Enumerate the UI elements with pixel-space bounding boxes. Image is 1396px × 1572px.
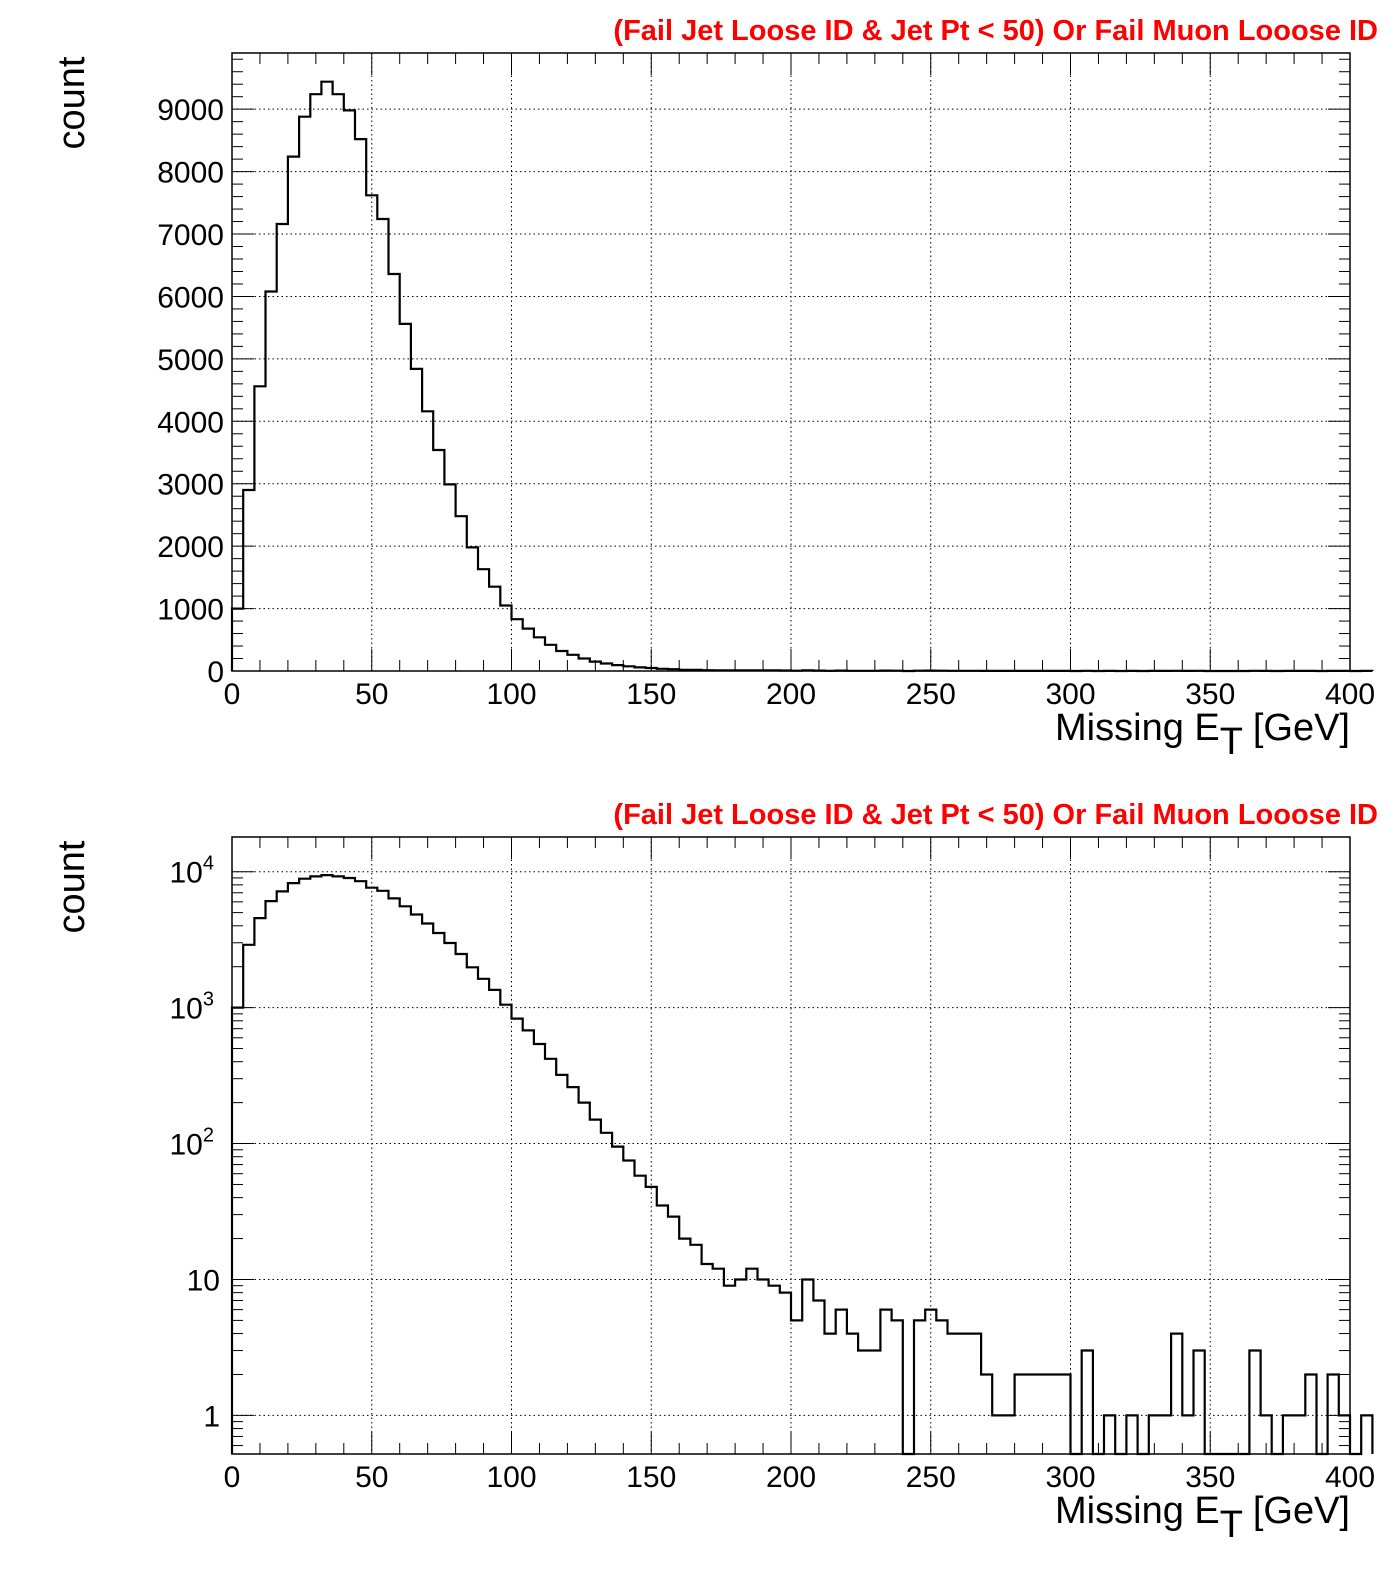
linear-histogram-line (230, 80, 1374, 673)
linear-histogram-panel: (Fail Jet Loose ID & Jet Pt < 50) Or Fai… (51, 15, 1378, 763)
log-y-axis-label: count (51, 840, 93, 933)
linear-y-tick-label: 9000 (157, 94, 224, 127)
linear-y-tick-label: 1000 (157, 594, 224, 627)
log-y-tick-label: 102 (170, 1125, 215, 1162)
log-x-axis-label: Missing ET [GeV] (1055, 1490, 1350, 1546)
linear-chart-title: (Fail Jet Loose ID & Jet Pt < 50) Or Fai… (613, 15, 1378, 47)
linear-x-tick-label: 350 (1185, 678, 1235, 711)
log-x-tick-label: 350 (1185, 1461, 1235, 1494)
linear-y-tick-label: 6000 (157, 281, 224, 314)
linear-y-tick-label: 2000 (157, 531, 224, 564)
linear-y-tick-label: 3000 (157, 469, 224, 502)
linear-y-tick-label: 5000 (157, 344, 224, 377)
log-x-tick-label: 200 (766, 1461, 816, 1494)
linear-x-tick-label: 400 (1325, 678, 1375, 711)
log-y-tick-label: 103 (170, 989, 215, 1026)
linear-x-tick-label: 250 (906, 678, 956, 711)
log-x-tick-label: 100 (486, 1461, 536, 1494)
linear-x-tick-label: 200 (766, 678, 816, 711)
linear-x-tick-label: 150 (626, 678, 676, 711)
linear-x-tick-label: 50 (355, 678, 388, 711)
log-y-tick-label: 1 (203, 1400, 220, 1433)
log-x-tick-label: 250 (906, 1461, 956, 1494)
log-plot-frame (231, 836, 1351, 1455)
log-x-tick-label: 300 (1045, 1461, 1095, 1494)
linear-y-tick-label: 0 (207, 656, 224, 689)
log-x-tick-label: 50 (355, 1461, 388, 1494)
log-y-tick-label: 104 (170, 853, 215, 890)
linear-x-tick-label: 100 (486, 678, 536, 711)
log-x-tick-label: 150 (626, 1461, 676, 1494)
linear-y-tick-label: 8000 (157, 157, 224, 190)
linear-x-axis-label: Missing ET [GeV] (1055, 707, 1350, 763)
linear-y-tick-label: 4000 (157, 406, 224, 439)
log-x-tick-label: 0 (224, 1461, 241, 1494)
linear-plot-frame (231, 52, 1351, 672)
linear-y-axis-label: count (51, 56, 93, 149)
linear-x-tick-label: 0 (224, 678, 241, 711)
linear-x-tick-label: 300 (1045, 678, 1095, 711)
log-chart-title: (Fail Jet Loose ID & Jet Pt < 50) Or Fai… (613, 799, 1378, 831)
log-y-tick-label: 10 (187, 1264, 220, 1297)
log-histogram-line (230, 874, 1374, 1456)
log-histogram-panel: (Fail Jet Loose ID & Jet Pt < 50) Or Fai… (51, 799, 1378, 1546)
linear-y-tick-label: 7000 (157, 219, 224, 252)
log-x-tick-label: 400 (1325, 1461, 1375, 1494)
